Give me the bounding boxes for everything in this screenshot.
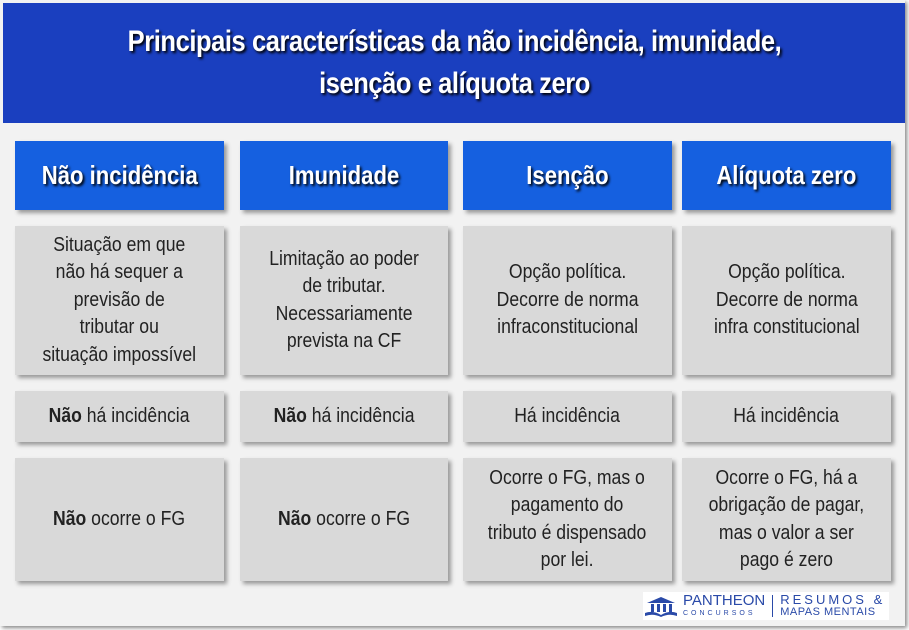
cell-bold-text: Não (277, 507, 312, 530)
column-header: Alíquota zero (682, 141, 891, 210)
table-cell: Não ocorre o FG (15, 458, 224, 581)
logo-sub: CONCURSOS (683, 610, 756, 617)
cell-text: Opção política. Decorre de norma infraco… (496, 261, 639, 339)
cell-text: Há incidência (514, 404, 621, 427)
cell-text: Ocorre o FG, há a obrigação de pagar, ma… (708, 466, 865, 572)
table-cell: Não há incidência (15, 391, 224, 442)
logo-brand: PANTHEON (683, 592, 766, 609)
cell-text: Limitação ao poder de tributar. Necessar… (269, 247, 419, 353)
table-cell: Não há incidência (240, 391, 448, 442)
logo-tagline-2: MAPAS MENTAIS (780, 606, 876, 618)
table-cell: Há incidência (463, 391, 672, 442)
cell-text: ocorre o FG (86, 507, 186, 530)
table-cell: Ocorre o FG, há a obrigação de pagar, ma… (682, 458, 891, 581)
cell-text: há incidência (82, 404, 190, 427)
column-header: Isenção (463, 141, 672, 210)
table-cell: Ocorre o FG, mas o pagamento do tributo … (463, 458, 672, 581)
pantheon-temple-icon (645, 597, 677, 617)
cell-text: há incidência (306, 404, 415, 427)
column-header: Não incidência (15, 141, 224, 210)
logo-tagline-1: RESUMOS & (780, 592, 886, 607)
column-header-label: Isenção (526, 160, 609, 190)
column-header-label: Imunidade (288, 160, 400, 190)
cell-text: Há incidência (733, 404, 840, 427)
table-cell: Opção política. Decorre de norma infra c… (682, 226, 891, 375)
cell-bold-text: Não (53, 507, 87, 530)
cell-bold-text: Não (49, 404, 83, 427)
table-cell: Situação em que não há sequer a previsão… (15, 226, 224, 375)
table-cell: Limitação ao poder de tributar. Necessar… (240, 226, 448, 375)
cell-bold-text: Não (273, 404, 307, 427)
table-cell: Opção política. Decorre de norma infraco… (463, 226, 672, 375)
cell-text: Ocorre o FG, mas o pagamento do tributo … (488, 466, 647, 572)
cell-text: Opção política. Decorre de norma infra c… (713, 261, 860, 339)
pantheon-logo: PANTHEON CONCURSOS RESUMOS & MAPAS MENTA… (643, 592, 889, 620)
cell-text: ocorre o FG (311, 507, 411, 530)
column-header: Imunidade (240, 141, 448, 210)
page-title: Principais características da não incidê… (3, 3, 905, 123)
column-header-label: Não incidência (41, 160, 198, 190)
table-cell: Há incidência (682, 391, 891, 442)
table-cell: Não ocorre o FG (240, 458, 448, 581)
column-header-label: Alíquota zero (716, 160, 857, 190)
cell-text: Situação em que não há sequer a previsão… (42, 233, 197, 366)
